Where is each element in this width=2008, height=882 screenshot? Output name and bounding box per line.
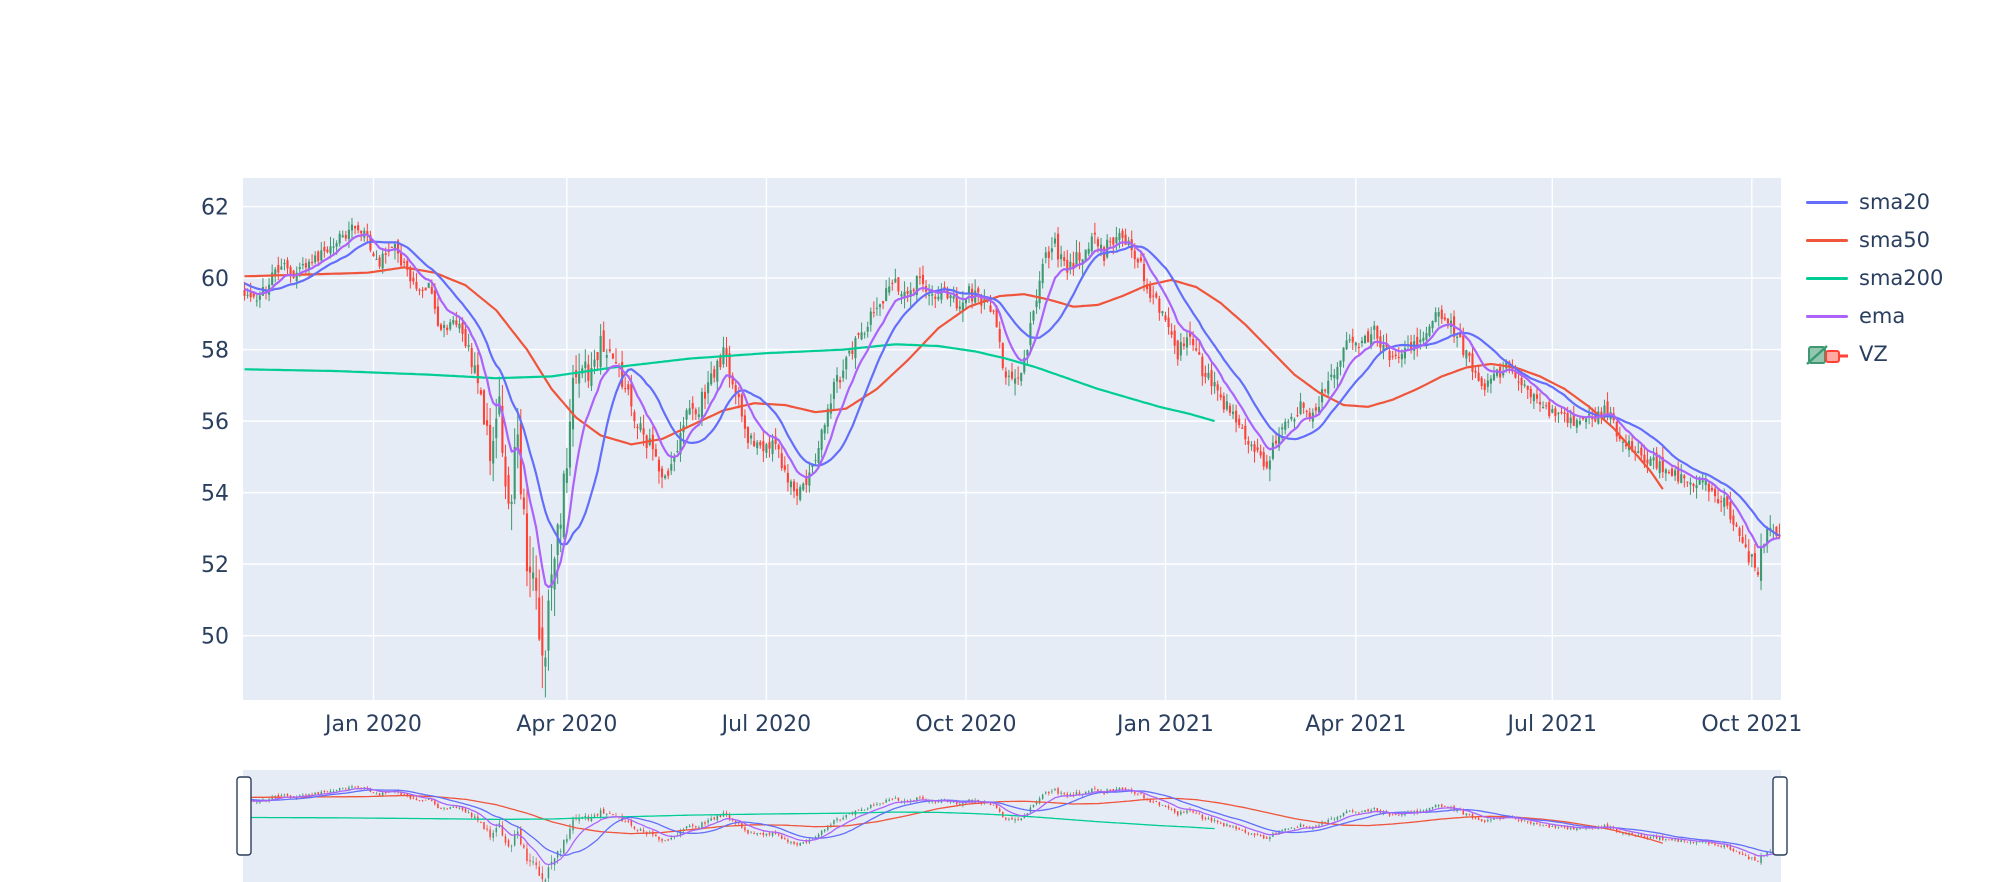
range-slider-plot [243,770,1781,882]
x-tick-label: Apr 2021 [1305,712,1406,737]
x-tick-label: Jul 2021 [1506,712,1598,737]
y-tick-label: 56 [201,410,229,435]
range-slider-handle-right[interactable] [1772,776,1788,856]
legend-label-sma50: sma50 [1859,228,1930,252]
legend-label-sma20: sma20 [1859,190,1930,214]
y-tick-label: 60 [201,267,229,292]
overlay-line-sma200 [244,811,1215,830]
range-slider-plot-bg[interactable] [243,770,1781,882]
overlay-line-sma200 [244,343,1215,423]
x-tick-label: Apr 2020 [516,712,617,737]
overlay-line-ema [244,787,1780,866]
main-plot-bg[interactable] [243,178,1781,700]
legend-label-ema: ema [1859,304,1906,328]
candlestick-legend-icon [1806,343,1848,367]
y-tick-label: 58 [201,339,229,364]
range-slider-handle-left[interactable] [236,776,252,856]
x-tick-label: Oct 2021 [1701,712,1802,737]
main-plot [243,178,1781,700]
x-tick-label: Jan 2020 [323,712,422,737]
line-swatch-sma50 [1806,239,1848,242]
legend-item-vz[interactable]: VZ [1806,342,1943,367]
overlay-line-sma50 [244,266,1664,490]
candles-down-layer [243,785,1781,882]
legend-label-sma200: sma200 [1859,266,1944,290]
x-tick-label: Jul 2020 [720,712,812,737]
y-tick-label: 62 [201,196,229,221]
line-swatch-sma200 [1806,277,1848,280]
x-tick-label: Oct 2020 [915,712,1016,737]
y-tick-label: 50 [201,625,229,650]
overlay-line-sma50 [244,794,1663,844]
overlay-line-ema [244,233,1780,589]
x-tick-label: Jan 2021 [1115,712,1214,737]
overlay-line-sma20 [244,240,1781,546]
legend-item-sma50[interactable]: sma50 [1806,228,1943,253]
y-tick-label: 54 [201,482,229,507]
y-axis-tick-labels: 50 52 54 56 58 60 62 [201,196,229,650]
x-axis-tick-labels: Jan 2020 Apr 2020 Jul 2020 Oct 2020 Jan 2021… [323,712,1802,737]
legend-item-sma200[interactable]: sma200 [1806,266,1943,291]
legend-label-vz: VZ [1859,342,1888,366]
legend-item-sma20[interactable]: sma20 [1806,190,1943,215]
line-swatch-ema [1806,315,1848,318]
y-tick-label: 52 [201,553,229,578]
line-swatch-sma20 [1806,201,1848,204]
legend-item-ema[interactable]: ema [1806,304,1943,329]
legend: sma20 sma50 sma200 ema VZ [1806,190,1943,367]
